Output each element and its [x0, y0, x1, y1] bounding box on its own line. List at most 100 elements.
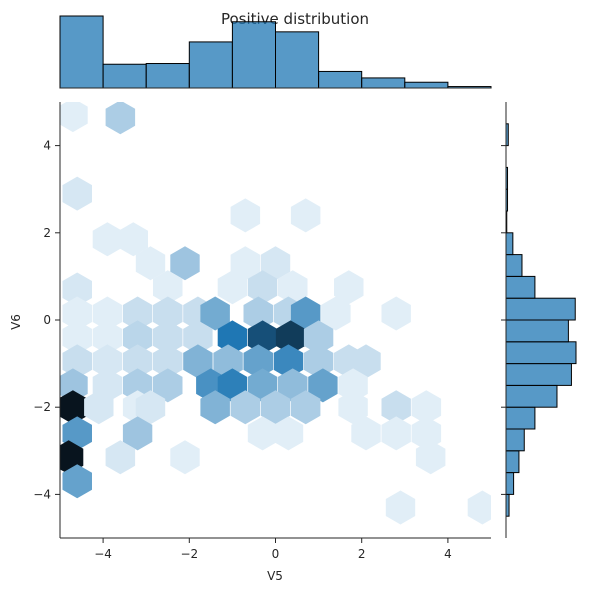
hexbin-cell [351, 416, 381, 451]
hexbin-cell [230, 198, 261, 233]
hexbin-cell [303, 344, 334, 379]
hexbin-cell [243, 296, 273, 331]
x-tick-label: 0 [272, 547, 280, 561]
right-histogram-bar [505, 232, 514, 256]
hexbin-cell [60, 102, 88, 133]
hexbin-cell [200, 390, 230, 425]
hexbin-cell [92, 222, 123, 257]
hexbin-cell [260, 390, 291, 425]
hexbin-cell [338, 390, 368, 425]
y-tick-label: −4 [33, 487, 51, 501]
hexbin-cell [153, 368, 183, 403]
hexbin-cell [230, 390, 261, 425]
top-histogram-bar [102, 63, 147, 89]
right-histogram-bar [505, 406, 536, 430]
hexbin-cell [230, 246, 261, 281]
hexbin-cell [153, 296, 183, 331]
hexbin-cell [247, 270, 278, 305]
right-histogram-bar [505, 472, 515, 495]
hexbin-cell [62, 272, 92, 307]
hexbin-cell [135, 390, 166, 425]
x-tick-label: −2 [180, 547, 198, 561]
top-histogram-bar [404, 81, 449, 89]
hexbin-layer [60, 102, 491, 525]
x-axis-ticks: −4 −2 0 2 4 [94, 538, 452, 561]
right-histogram-bar [505, 275, 536, 299]
hexbin-cell [290, 198, 321, 233]
hexbin-cell [62, 320, 92, 355]
hexbin-cell [415, 440, 446, 475]
hexbin-cell [170, 246, 200, 281]
x-axis-label: V5 [267, 569, 283, 583]
hexbin-cell [62, 296, 92, 331]
hexbin-cell [183, 344, 213, 379]
right-histogram-bar [505, 254, 523, 277]
hexbin-cell [381, 390, 411, 425]
hexbin-cell [411, 390, 442, 425]
right-histogram-bar [505, 297, 576, 321]
hexbin-cell [338, 368, 368, 403]
hexbin-cell [92, 296, 123, 331]
hexbin-cell [92, 320, 123, 355]
hexbin-cell [273, 416, 304, 451]
x-tick-label: 2 [358, 547, 366, 561]
right-marginal-histogram [501, 102, 577, 538]
hexbin-cell [170, 440, 200, 475]
top-histogram-bar [145, 63, 190, 89]
hexbin-cell [62, 464, 92, 499]
right-histogram-bar [505, 428, 525, 452]
right-histogram-bar [505, 363, 572, 386]
hexbin-cell [381, 296, 411, 331]
hexbin-cell [217, 270, 248, 305]
hexbin-cell [118, 222, 148, 257]
hexbin-cell [122, 296, 153, 331]
hexbin-cell [122, 344, 153, 379]
hexbin-cell [275, 320, 306, 355]
y-tick-label: 4 [43, 139, 51, 153]
hexbin-cell [122, 320, 153, 355]
hexbin-cell [247, 320, 278, 355]
hexbin-cell [62, 344, 92, 379]
x-tick-label: −4 [94, 547, 112, 561]
hexbin-cell [200, 296, 230, 331]
hexbin-cell [351, 344, 381, 379]
hexbin-cell [213, 344, 243, 379]
hexbin-cell [381, 416, 411, 451]
right-histogram-bar [505, 450, 520, 474]
hexbin-cell [122, 416, 153, 451]
hexbin-cell [321, 296, 351, 331]
y-tick-label: 2 [43, 226, 51, 240]
hexbin-cell [385, 490, 416, 525]
hexbin-cell [273, 344, 304, 379]
hexbin-cell [62, 176, 92, 211]
y-tick-label: 0 [43, 313, 51, 327]
top-histogram-bar [361, 77, 406, 89]
hexbin-cell [84, 390, 114, 425]
hexbin-cell [183, 320, 213, 355]
hexbin-cell [153, 320, 183, 355]
hexbin-cell [411, 416, 442, 451]
hexbin-cell [278, 270, 308, 305]
main-hexbin-axes: −4 −2 0 2 4 −4 −2 0 2 4 [33, 102, 491, 561]
top-histogram-bar [275, 31, 320, 89]
hexbin-cell [247, 416, 278, 451]
hexbin-cell [334, 270, 364, 305]
hexbin-cell [290, 390, 321, 425]
hexbin-cell [467, 490, 491, 525]
top-histogram-bar [59, 15, 104, 89]
hexbin-cell [217, 320, 248, 355]
hexbin-cell [60, 390, 88, 425]
y-axis-label: V6 [9, 314, 23, 330]
hexbin-cell [135, 246, 166, 281]
right-histogram-bar [505, 341, 577, 365]
y-tick-label: −2 [33, 400, 51, 414]
hexbin-cell [243, 344, 273, 379]
top-histogram-bar [231, 21, 276, 89]
right-histogram-bar [505, 319, 569, 343]
hexbin-cell [153, 344, 183, 379]
hexbin-cell [92, 344, 123, 379]
x-tick-label: 4 [444, 547, 452, 561]
top-marginal-histogram [59, 15, 492, 89]
hexbin-cell [308, 368, 338, 403]
